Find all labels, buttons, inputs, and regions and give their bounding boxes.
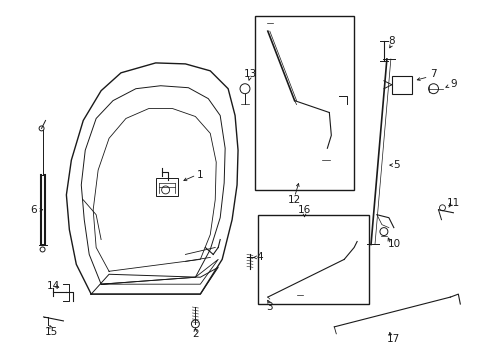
Text: 15: 15 (45, 327, 58, 337)
Text: 4: 4 (256, 252, 263, 262)
Text: 3: 3 (266, 302, 273, 312)
Text: 14: 14 (47, 281, 60, 291)
Text: 11: 11 (446, 198, 459, 208)
Text: 17: 17 (386, 334, 400, 344)
Text: 10: 10 (387, 239, 401, 249)
Text: 8: 8 (388, 36, 394, 46)
Text: 12: 12 (287, 195, 301, 205)
Bar (254, 16, 353, 190)
Text: 6: 6 (30, 205, 37, 215)
Bar (391, 76, 411, 94)
Text: 1: 1 (197, 170, 203, 180)
Bar (155, 178, 177, 196)
Bar (257, 215, 368, 304)
Text: 16: 16 (297, 205, 310, 215)
Text: 7: 7 (429, 69, 436, 79)
Text: 13: 13 (243, 69, 256, 79)
Text: 2: 2 (192, 329, 198, 339)
Text: 5: 5 (393, 160, 399, 170)
Text: 9: 9 (449, 79, 456, 89)
